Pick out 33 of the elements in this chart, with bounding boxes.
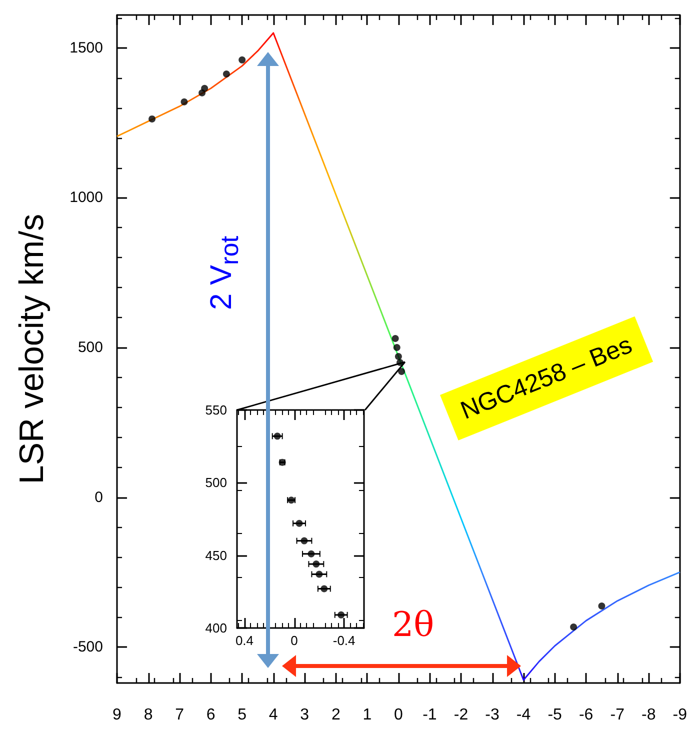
x-tick-label: -8 [642, 706, 656, 724]
y-tick-label: 1000 [70, 189, 103, 206]
x-tick-label: 4 [268, 706, 278, 724]
x-tick-label: -9 [672, 706, 688, 724]
x-tick-label: -3 [485, 706, 500, 724]
annotation: 2θ [392, 605, 434, 645]
x-tick-label: 0 [290, 633, 298, 648]
y-tick-label: -500 [72, 638, 103, 656]
y-tick-label: 500 [78, 339, 103, 356]
y-tick-label: 1500 [70, 39, 103, 56]
x-tick-label: -4 [516, 706, 531, 724]
y-axis-title: LSR velocity km/s [13, 214, 51, 484]
x-tick-label: 7 [175, 706, 184, 724]
x-tick-label: -5 [548, 706, 562, 724]
x-tick-label: -0.4 [332, 633, 356, 648]
x-tick-label: -6 [578, 706, 594, 724]
x-tick-label: 9 [112, 706, 122, 724]
x-tick-label: 5 [238, 706, 247, 724]
x-tick-label: 1 [362, 706, 372, 724]
x-tick-label: 0 [394, 706, 403, 724]
x-tick-label: 0.4 [235, 633, 254, 648]
y-tick-label: 0 [94, 488, 103, 506]
x-tick-label: 3 [300, 706, 310, 724]
y-tick-label: 550 [205, 402, 227, 418]
y-tick-label: 450 [205, 548, 227, 563]
x-tick-label: -2 [454, 706, 468, 724]
x-tick-label: -7 [610, 706, 625, 724]
x-tick-label: 6 [206, 706, 216, 724]
x-tick-label: -1 [422, 706, 437, 724]
x-tick-label: 2 [331, 706, 340, 724]
y-tick-label: 400 [205, 620, 227, 636]
x-tick-label: 8 [144, 706, 153, 724]
y-tick-label: 500 [205, 475, 227, 490]
